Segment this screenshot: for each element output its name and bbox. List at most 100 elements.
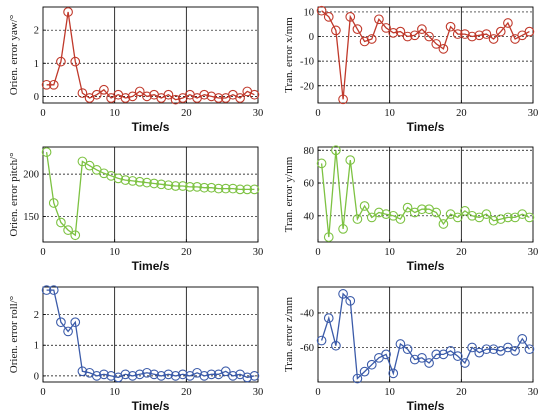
data-point-3 <box>56 317 66 328</box>
data-point-6 <box>77 88 88 98</box>
data-point-29 <box>242 184 253 195</box>
data-point-22 <box>467 210 477 221</box>
x-axis-label: Time/s <box>407 399 445 413</box>
data-point-27 <box>228 371 238 381</box>
y-tick-label: 80 <box>304 146 315 157</box>
data-point-8 <box>91 89 102 100</box>
data-point-16 <box>424 31 434 42</box>
data-point-10 <box>381 349 391 360</box>
data-point-5 <box>70 56 81 67</box>
data-point-30 <box>524 26 535 37</box>
data-point-15 <box>142 177 152 188</box>
data-point-17 <box>156 371 167 381</box>
data-point-22 <box>192 182 202 192</box>
chart-panel-5: 0 10 20 30 0 1 2 Time/s Orien. error roll/° <box>8 285 263 413</box>
data-point-3 <box>56 56 66 67</box>
data-point-3 <box>331 145 341 156</box>
data-point-17 <box>156 179 167 190</box>
data-point-20 <box>177 181 188 191</box>
x-tick-label: 20 <box>181 247 192 258</box>
data-point-14 <box>409 354 420 365</box>
data-point-20 <box>452 351 463 361</box>
data-point-13 <box>402 31 413 42</box>
data-point-28 <box>235 93 245 103</box>
data-point-17 <box>431 207 442 218</box>
x-axis-label: Time/s <box>132 120 170 134</box>
data-point-28 <box>235 184 245 195</box>
plot-frame <box>317 6 534 104</box>
data-point-29 <box>242 372 253 383</box>
data-point-7 <box>359 36 370 47</box>
x-tick-label: 20 <box>456 108 467 119</box>
data-point-24 <box>206 369 217 380</box>
data-point-22 <box>467 342 477 353</box>
x-tick-label: 0 <box>315 247 320 258</box>
x-tick-label: 10 <box>109 247 120 258</box>
chart-panel-4: 0 10 20 30 40 60 80 Time/s Tran. error y/mm <box>283 145 538 273</box>
x-axis-label: Time/s <box>407 120 445 134</box>
data-point-9 <box>99 84 109 95</box>
data-point-6 <box>352 214 363 224</box>
data-point-6 <box>77 156 88 167</box>
y-tick-label: 60 <box>304 179 315 190</box>
data-point-10 <box>106 371 116 381</box>
data-point-16 <box>149 178 159 189</box>
data-point-17 <box>431 39 442 49</box>
y-axis-label: Orien. error roll/° <box>8 296 20 373</box>
data-point-2 <box>323 313 334 323</box>
data-point-6 <box>77 366 88 377</box>
data-point-20 <box>452 212 463 223</box>
y-tick-label: 0 <box>34 92 39 103</box>
x-axis-label: Time/s <box>132 399 170 413</box>
y-axis-label: Tran. error y/mm <box>283 156 295 232</box>
data-point-7 <box>359 366 370 377</box>
x-tick-label: 10 <box>384 108 395 119</box>
y-tick-label: -10 <box>300 57 314 68</box>
data-point-10 <box>106 170 116 181</box>
data-point-12 <box>120 93 131 103</box>
data-point-10 <box>381 209 391 220</box>
data-point-12 <box>395 214 406 224</box>
y-tick-label: 2 <box>34 26 39 37</box>
data-point-21 <box>460 358 470 368</box>
x-tick-label: 10 <box>384 387 395 398</box>
data-point-18 <box>438 43 449 54</box>
data-point-24 <box>206 91 217 102</box>
data-point-19 <box>170 181 181 191</box>
data-point-6 <box>352 373 363 384</box>
series-line <box>45 152 255 237</box>
data-point-4 <box>63 7 73 17</box>
data-point-27 <box>503 18 513 28</box>
data-point-15 <box>142 91 152 102</box>
x-tick-label: 10 <box>384 247 395 258</box>
plot-frame <box>42 286 259 383</box>
series-line <box>321 10 530 100</box>
series-line <box>46 11 255 101</box>
data-point-13 <box>127 91 138 102</box>
data-point-3 <box>56 217 66 228</box>
data-point-30 <box>524 212 535 223</box>
data-point-29 <box>517 333 528 344</box>
x-tick-label: 10 <box>109 387 120 398</box>
y-tick-label: 0 <box>309 32 314 43</box>
data-point-14 <box>134 369 145 380</box>
data-point-4 <box>63 225 73 235</box>
data-point-12 <box>395 26 406 37</box>
x-axis-label: Time/s <box>132 259 170 273</box>
data-point-9 <box>374 207 384 218</box>
data-point-16 <box>424 358 434 368</box>
data-point-27 <box>503 212 513 223</box>
plot-frame <box>42 6 259 104</box>
data-point-13 <box>402 202 413 213</box>
data-point-9 <box>99 168 109 179</box>
plot-frame <box>317 286 534 383</box>
data-point-25 <box>488 344 499 355</box>
x-tick-label: 20 <box>456 247 467 258</box>
data-point-15 <box>417 24 427 35</box>
data-point-24 <box>481 29 492 39</box>
data-point-12 <box>395 339 406 349</box>
data-point-11 <box>113 173 124 184</box>
data-point-20 <box>452 29 463 39</box>
data-point-13 <box>127 176 138 186</box>
data-point-5 <box>345 11 356 22</box>
